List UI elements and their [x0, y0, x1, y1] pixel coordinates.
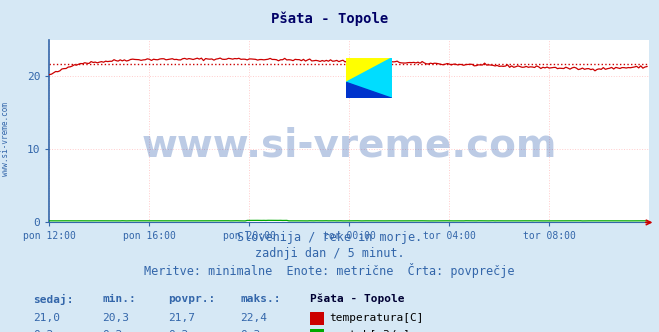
Polygon shape — [346, 58, 391, 98]
Text: 0,2: 0,2 — [168, 330, 188, 332]
Text: 22,4: 22,4 — [241, 313, 268, 323]
Text: 21,0: 21,0 — [33, 313, 60, 323]
Text: Meritve: minimalne  Enote: metrične  Črta: povprečje: Meritve: minimalne Enote: metrične Črta:… — [144, 263, 515, 278]
Text: Pšata - Topole: Pšata - Topole — [271, 12, 388, 26]
Text: 0,2: 0,2 — [102, 330, 123, 332]
Text: 0,2: 0,2 — [33, 330, 53, 332]
Text: pretok[m3/s]: pretok[m3/s] — [330, 330, 411, 332]
Text: www.si-vreme.com: www.si-vreme.com — [1, 103, 10, 176]
Text: povpr.:: povpr.: — [168, 294, 215, 304]
Text: 20,3: 20,3 — [102, 313, 129, 323]
Text: 21,7: 21,7 — [168, 313, 195, 323]
Text: Slovenija / reke in morje.: Slovenija / reke in morje. — [237, 231, 422, 244]
Text: sedaj:: sedaj: — [33, 294, 73, 305]
Text: temperatura[C]: temperatura[C] — [330, 313, 424, 323]
Text: maks.:: maks.: — [241, 294, 281, 304]
Polygon shape — [346, 82, 391, 98]
Text: www.si-vreme.com: www.si-vreme.com — [142, 127, 557, 165]
Text: min.:: min.: — [102, 294, 136, 304]
Polygon shape — [346, 58, 391, 82]
Text: zadnji dan / 5 minut.: zadnji dan / 5 minut. — [254, 247, 405, 260]
Text: 0,3: 0,3 — [241, 330, 261, 332]
Text: Pšata - Topole: Pšata - Topole — [310, 294, 404, 304]
